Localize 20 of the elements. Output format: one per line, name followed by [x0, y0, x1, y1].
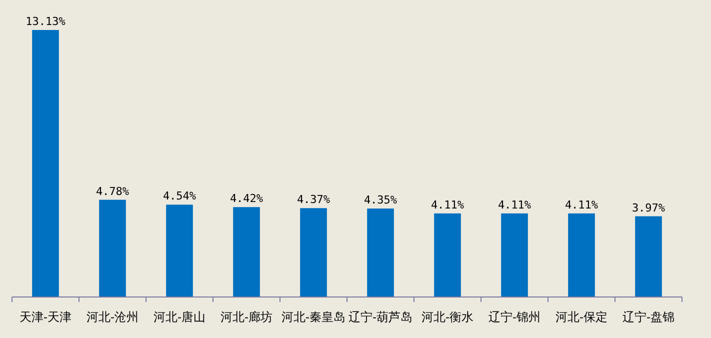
- data-label: 3.97%: [632, 201, 666, 214]
- data-label: 4.37%: [296, 193, 330, 206]
- data-label: 4.35%: [364, 194, 398, 207]
- x-tick-label: 河北-唐山: [154, 310, 206, 324]
- x-tick-label: 河北-廊坊: [220, 310, 272, 324]
- data-label: 4.11%: [564, 198, 598, 212]
- data-label: 4.11%: [430, 198, 464, 212]
- x-tick-label: 河北-秦皇岛: [282, 310, 346, 324]
- x-tick-label: 河北-衡水: [422, 310, 474, 324]
- x-tick-label: 河北-保定: [556, 310, 608, 324]
- x-tick-label: 辽宁-盘锦: [622, 310, 674, 324]
- x-tick-label: 天津-天津: [20, 310, 72, 324]
- data-label: 4.42%: [230, 192, 264, 206]
- data-label: 4.78%: [96, 184, 130, 198]
- data-label: 4.54%: [162, 190, 196, 203]
- x-tick-label: 辽宁-锦州: [488, 310, 540, 324]
- x-tick-label: 辽宁-葫芦岛: [348, 310, 412, 324]
- data-label: 13.13%: [26, 15, 66, 28]
- x-tick-label: 河北-沧州: [86, 310, 138, 324]
- data-label: 4.11%: [498, 198, 532, 212]
